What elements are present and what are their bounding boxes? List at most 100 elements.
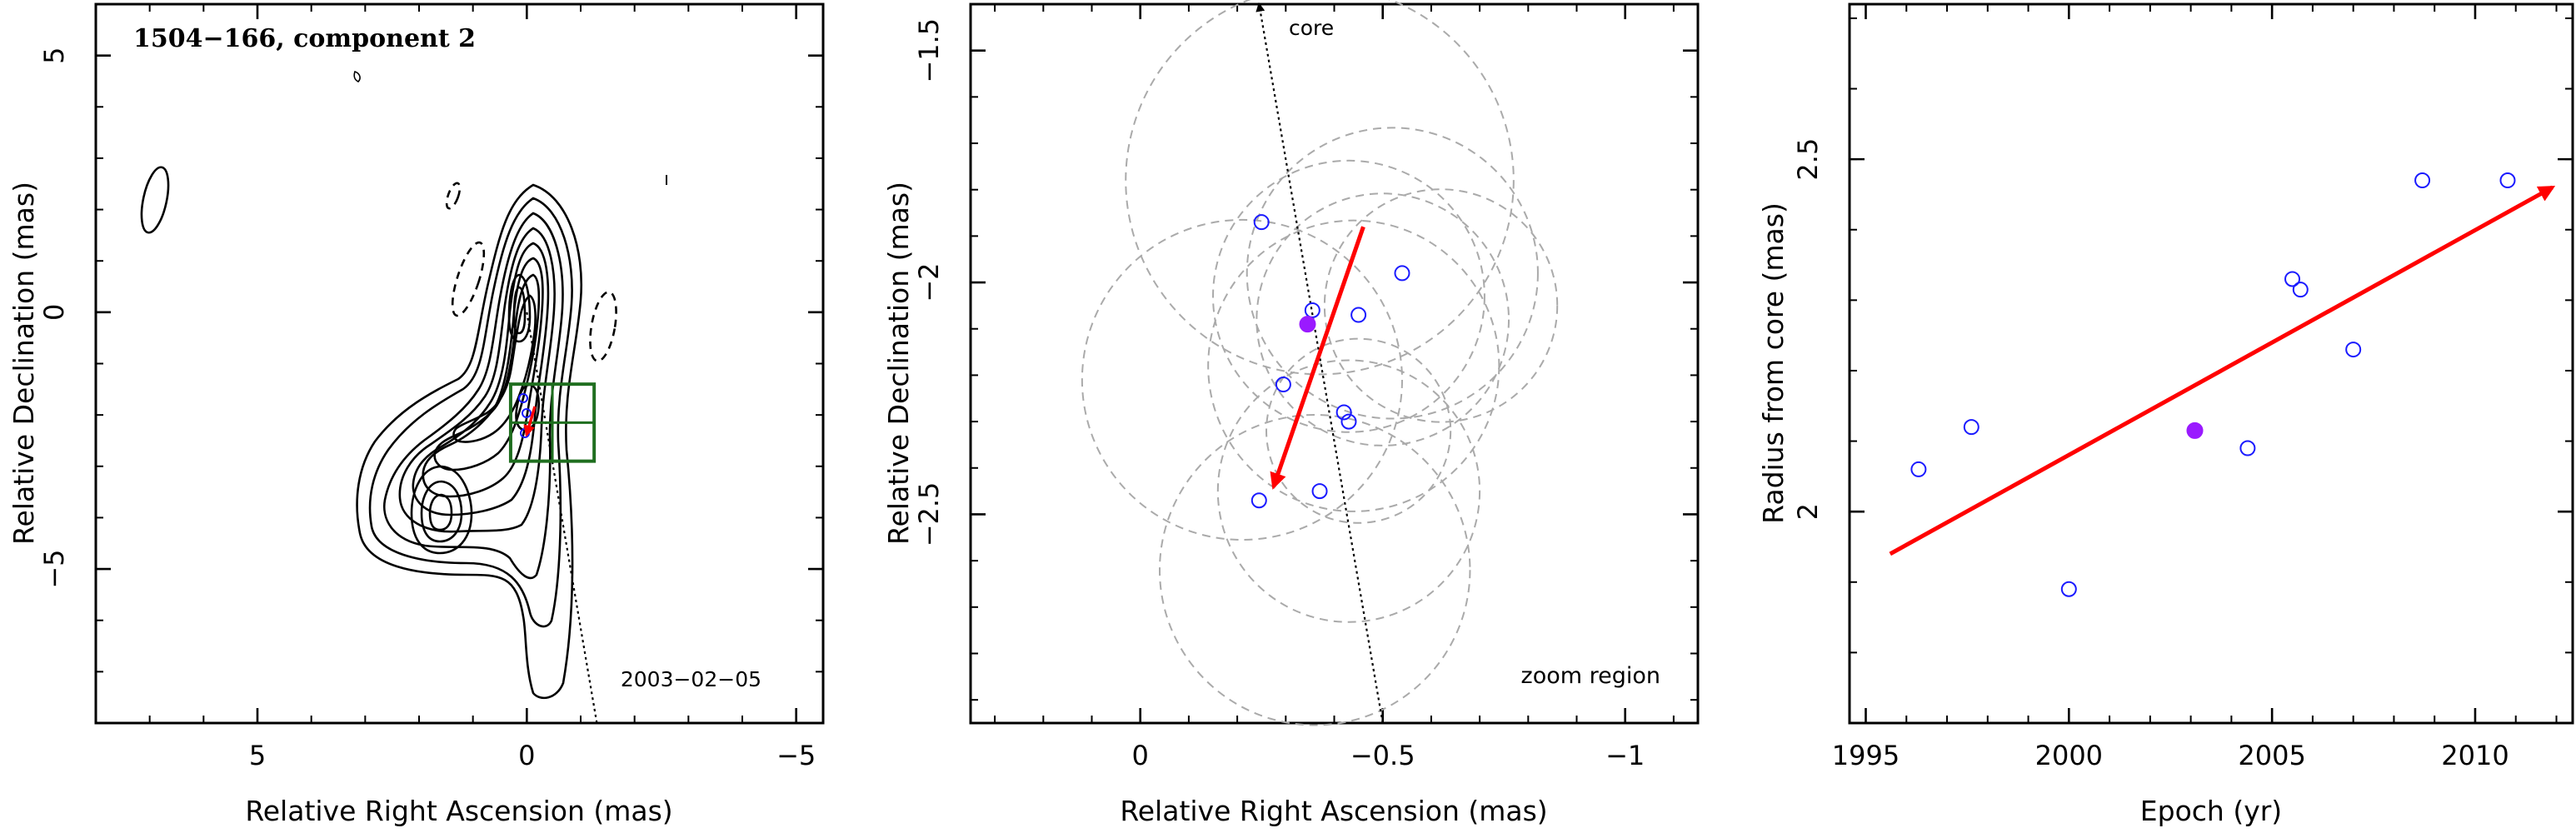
data-point <box>1304 302 1320 318</box>
y-tick-label: −1.5 <box>913 18 945 83</box>
uncertainty-circle <box>1081 218 1403 541</box>
radius-points <box>1910 172 2516 597</box>
data-point <box>1350 307 1367 323</box>
contour-peak-south <box>410 465 473 555</box>
zoom-region-box <box>508 382 597 463</box>
data-point <box>1275 377 1291 393</box>
contour-peak-south-2 <box>420 480 463 543</box>
panel1-y-axis-label: Relative Declination (mas) <box>7 182 40 545</box>
zoom-region-annotation: zoom region <box>1521 663 1660 689</box>
uncertainty-circle <box>1323 188 1559 423</box>
negative-contour-2 <box>589 291 617 362</box>
x-tick-label: 0 <box>1132 740 1149 771</box>
contour-peak-south-3 <box>428 493 453 531</box>
uncertainty-circles <box>1081 0 1559 726</box>
contour-isolated-west <box>140 166 170 234</box>
component-marker-cluster <box>518 393 537 438</box>
x-tick-label: −0.5 <box>1350 740 1415 771</box>
trend-arrow <box>1889 185 2556 556</box>
panel-radius-vs-epoch: 1995 2000 2005 2010 2 2.5 Epoch (yr) Radius f… <box>1757 2 2574 827</box>
panel3-tick-labels: 1995 2000 2005 2010 2 2.5 <box>1792 138 2509 771</box>
highlighted-data-point <box>2186 421 2204 439</box>
panel3-y-axis-label: Radius from core (mas) <box>1757 202 1790 524</box>
contour-level-7 <box>433 273 541 471</box>
uncertainty-circle <box>1216 359 1481 623</box>
core-direction-line <box>1256 2 1384 724</box>
data-point <box>1910 461 1927 477</box>
motion-arrow <box>1270 226 1365 490</box>
x-tick-label: 0 <box>518 740 535 771</box>
data-point <box>1394 265 1410 282</box>
x-tick-label: −1 <box>1605 740 1645 771</box>
y-tick-label: 2 <box>1792 503 1824 520</box>
data-point <box>2499 172 2516 189</box>
contour-peak-core <box>507 273 532 343</box>
y-tick-label: 5 <box>38 47 70 63</box>
component-positions <box>1251 214 1410 509</box>
panel-contour-map: 5 0 −5 −5 0 5 <box>7 2 825 827</box>
data-point <box>1253 214 1270 231</box>
x-tick-label: 1995 <box>1832 740 1900 771</box>
panel2-x-axis-label: Relative Right Ascension (mas) <box>1120 795 1547 827</box>
panel1-frame <box>94 2 825 725</box>
data-point <box>2345 342 2362 358</box>
y-tick-label: −2 <box>913 262 945 302</box>
x-tick-label: 2010 <box>2441 740 2509 771</box>
data-point <box>1963 419 1979 436</box>
data-point <box>1335 404 1352 421</box>
x-tick-label: 2005 <box>2238 740 2305 771</box>
panel2-frame <box>969 2 1700 725</box>
panel1-title: 1504−166, component 2 <box>133 24 476 53</box>
panel-zoom-region: 0 −0.5 −1 −2.5 −2 −1.5 core zoom region Relat… <box>882 0 1700 827</box>
uncertainty-circle <box>1212 159 1485 433</box>
uncertainty-circle <box>1158 414 1471 726</box>
data-point <box>1340 413 1357 430</box>
x-tick-label: 5 <box>249 740 266 771</box>
data-point <box>2060 581 2077 597</box>
data-point <box>2292 282 2309 298</box>
panel2-tick-labels: 0 −0.5 −1 −2.5 −2 −1.5 <box>913 18 1645 771</box>
y-tick-label: −2.5 <box>913 482 945 547</box>
panel1-tick-labels: 5 0 −5 −5 0 5 <box>38 47 816 771</box>
x-tick-label: 2000 <box>2035 740 2103 771</box>
data-point <box>2284 271 2301 287</box>
panel1-ticks <box>95 3 823 724</box>
contour-level-2 <box>368 197 573 628</box>
x-tick-label: −5 <box>776 740 816 771</box>
contour-level-4 <box>398 227 556 533</box>
y-tick-label: −5 <box>38 549 70 588</box>
uncertainty-circle <box>1207 219 1500 512</box>
core-annotation: core <box>1289 16 1334 40</box>
uncertainty-circle <box>1125 0 1515 376</box>
contour-level-8 <box>452 294 537 443</box>
contour-level-6 <box>422 257 544 498</box>
contour-level-5 <box>412 242 550 516</box>
component-motion-arrow <box>523 406 537 437</box>
panel3-x-axis-label: Epoch (yr) <box>2140 795 2282 827</box>
panel3-frame <box>1848 2 2574 725</box>
data-point <box>2414 172 2431 189</box>
panel3-ticks <box>1850 4 2573 724</box>
uncertainty-circle <box>1266 337 1452 524</box>
data-point <box>1311 483 1328 500</box>
panel1-x-axis-label: Relative Right Ascension (mas) <box>245 795 672 827</box>
contour-level-1 <box>356 183 582 700</box>
highlighted-data-point <box>1299 316 1316 333</box>
uncertainty-circle <box>1246 127 1539 420</box>
panel2-ticks <box>971 3 1698 723</box>
data-point <box>2239 440 2256 456</box>
contour-level-3 <box>382 212 564 580</box>
data-point <box>1251 492 1267 509</box>
component-point <box>522 408 532 418</box>
contour-tiny-north <box>353 70 361 82</box>
component-point <box>518 393 528 403</box>
uncertainty-circle <box>1256 192 1510 446</box>
negative-contour-3 <box>445 182 462 210</box>
negative-contour-1 <box>451 241 486 317</box>
y-tick-label: 0 <box>38 304 70 321</box>
contour-peak-core-inner <box>512 286 527 335</box>
panel1-epoch-label: 2003−02−05 <box>621 667 761 691</box>
panel2-y-axis-label: Relative Declination (mas) <box>882 182 915 545</box>
y-tick-label: 2.5 <box>1792 138 1824 181</box>
